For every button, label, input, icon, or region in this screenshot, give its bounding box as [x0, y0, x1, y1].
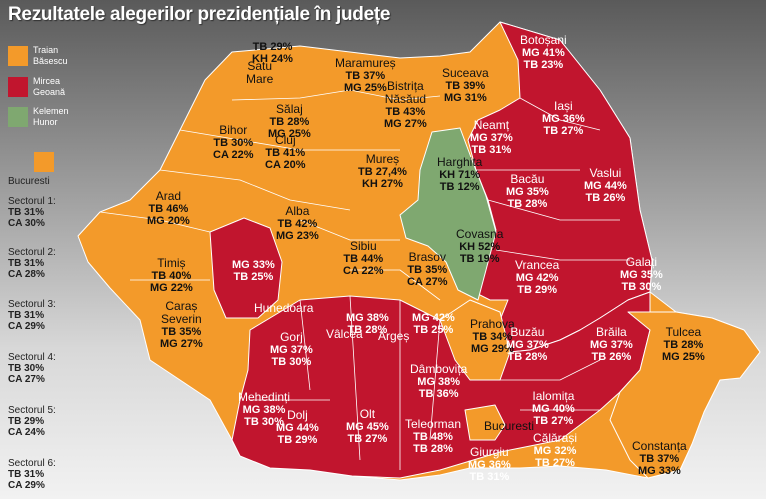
county-label: Prahova TB 34% MG 29% — [470, 317, 515, 356]
sector-4: Sectorul 4: TB 30% CA 27% — [8, 352, 56, 385]
sector-5: Sectorul 5: TB 29% CA 24% — [8, 405, 56, 438]
county-label: Maramureș TB 37% MG 25% — [335, 56, 396, 95]
county-label: Tulcea TB 28% MG 25% — [662, 325, 705, 364]
county-label: Argeș — [378, 329, 410, 343]
region-basescu-bucuresti — [464, 404, 506, 441]
legend-swatch-bucuresti — [34, 152, 54, 172]
county-label: Neamț MG 37% TB 31% — [470, 118, 513, 157]
county-label: Vaslui MG 44% TB 26% — [584, 166, 627, 205]
legend-swatch-geoana — [8, 77, 28, 97]
sector-2: Sectorul 2: TB 31% CA 28% — [8, 247, 56, 280]
county-label: Caraș Severin TB 35% MG 27% — [160, 299, 203, 351]
county-label: Galați MG 35% TB 30% — [620, 255, 663, 294]
county-label: Brasov TB 35% CA 27% — [407, 250, 448, 289]
sector-3: Sectorul 3: TB 31% CA 29% — [8, 299, 56, 332]
legend-swatch-basescu — [8, 46, 28, 66]
county-label: Mehedinți MG 38% TB 30% — [238, 390, 291, 429]
county-label: Bacău MG 35% TB 28% — [506, 172, 549, 211]
county-label: Constanța TB 37% MG 33% — [632, 439, 687, 478]
county-label: Arad TB 46% MG 20% — [147, 189, 190, 228]
county-label: Buzău MG 37% TB 28% — [506, 325, 549, 364]
county-label: Brăila MG 37% TB 26% — [590, 325, 633, 364]
county-label: Iași MG 36% TB 27% — [542, 99, 585, 138]
county-label: Bucuresti — [484, 419, 535, 433]
legend-label-geoana: Mircea Geoană — [33, 76, 66, 97]
region-geoana-hunedoara — [209, 217, 283, 319]
page-title: Rezultatele alegerilor prezidențiale în … — [8, 4, 391, 25]
county-label: Giurgiu MG 36% TB 31% — [468, 445, 511, 484]
county-label: Sălaj TB 28% MG 25% — [268, 102, 311, 141]
sector-1: Sectorul 1: TB 31% CA 30% — [8, 196, 56, 229]
county-label: Harghita KH 71% TB 12% — [437, 155, 483, 194]
county-label: MG 38% TB 28% — [346, 312, 389, 336]
county-label: MG 33% TB 25% — [232, 259, 275, 283]
county-label: Cluj TB 41% CA 20% — [265, 133, 306, 172]
county-label: Gorj MG 37% TB 30% — [270, 330, 313, 369]
county-label: Dâmbovița MG 38% TB 36% — [410, 362, 468, 401]
county-label: Satu Mare — [246, 59, 274, 86]
county-label: MG 42% TB 25% — [412, 312, 455, 336]
county-borders — [99, 89, 630, 470]
county-label: Sibiu TB 44% CA 22% — [343, 239, 384, 278]
county-label: Călărași MG 32% TB 27% — [533, 431, 578, 470]
county-label: TB 29% KH 24% — [252, 41, 293, 65]
region-basescu-dobrogea — [609, 311, 761, 479]
legend-label-kelemen: Kelemen Hunor — [33, 106, 69, 127]
county-label: Teleorman TB 48% TB 28% — [405, 417, 462, 456]
county-label: Covasna KH 52% TB 19% — [456, 227, 504, 266]
legend-label-basescu: Traian Băsescu — [33, 45, 68, 66]
bucuresti-legend-label: Bucuresti — [8, 176, 50, 187]
county-label: Suceava TB 39% MG 31% — [442, 66, 489, 105]
legend-swatch-kelemen — [8, 107, 28, 127]
region-kelemen — [399, 127, 497, 301]
region-basescu-prahova — [439, 299, 511, 381]
county-label: Hunedoara — [254, 301, 314, 315]
county-label: Mureș TB 27,4% KH 27% — [358, 152, 407, 191]
sector-6: Sectorul 6: TB 31% CA 29% — [8, 458, 56, 491]
county-label: Dolj MG 44% TB 29% — [276, 408, 319, 447]
county-label: Vrancea MG 42% TB 29% — [515, 258, 560, 297]
county-label: Olt MG 45% TB 27% — [346, 407, 389, 446]
county-label: Botoșani MG 41% TB 23% — [520, 33, 567, 72]
county-label: Ialomița MG 40% TB 27% — [532, 389, 575, 428]
county-label: Bihor TB 30% CA 22% — [213, 123, 254, 162]
county-label: Bistrița Năsăud TB 43% MG 27% — [384, 79, 427, 131]
county-label: Timiș TB 40% MG 22% — [150, 256, 193, 295]
county-label: Alba TB 42% MG 23% — [276, 204, 319, 243]
county-label: Vâlcea — [326, 327, 363, 341]
